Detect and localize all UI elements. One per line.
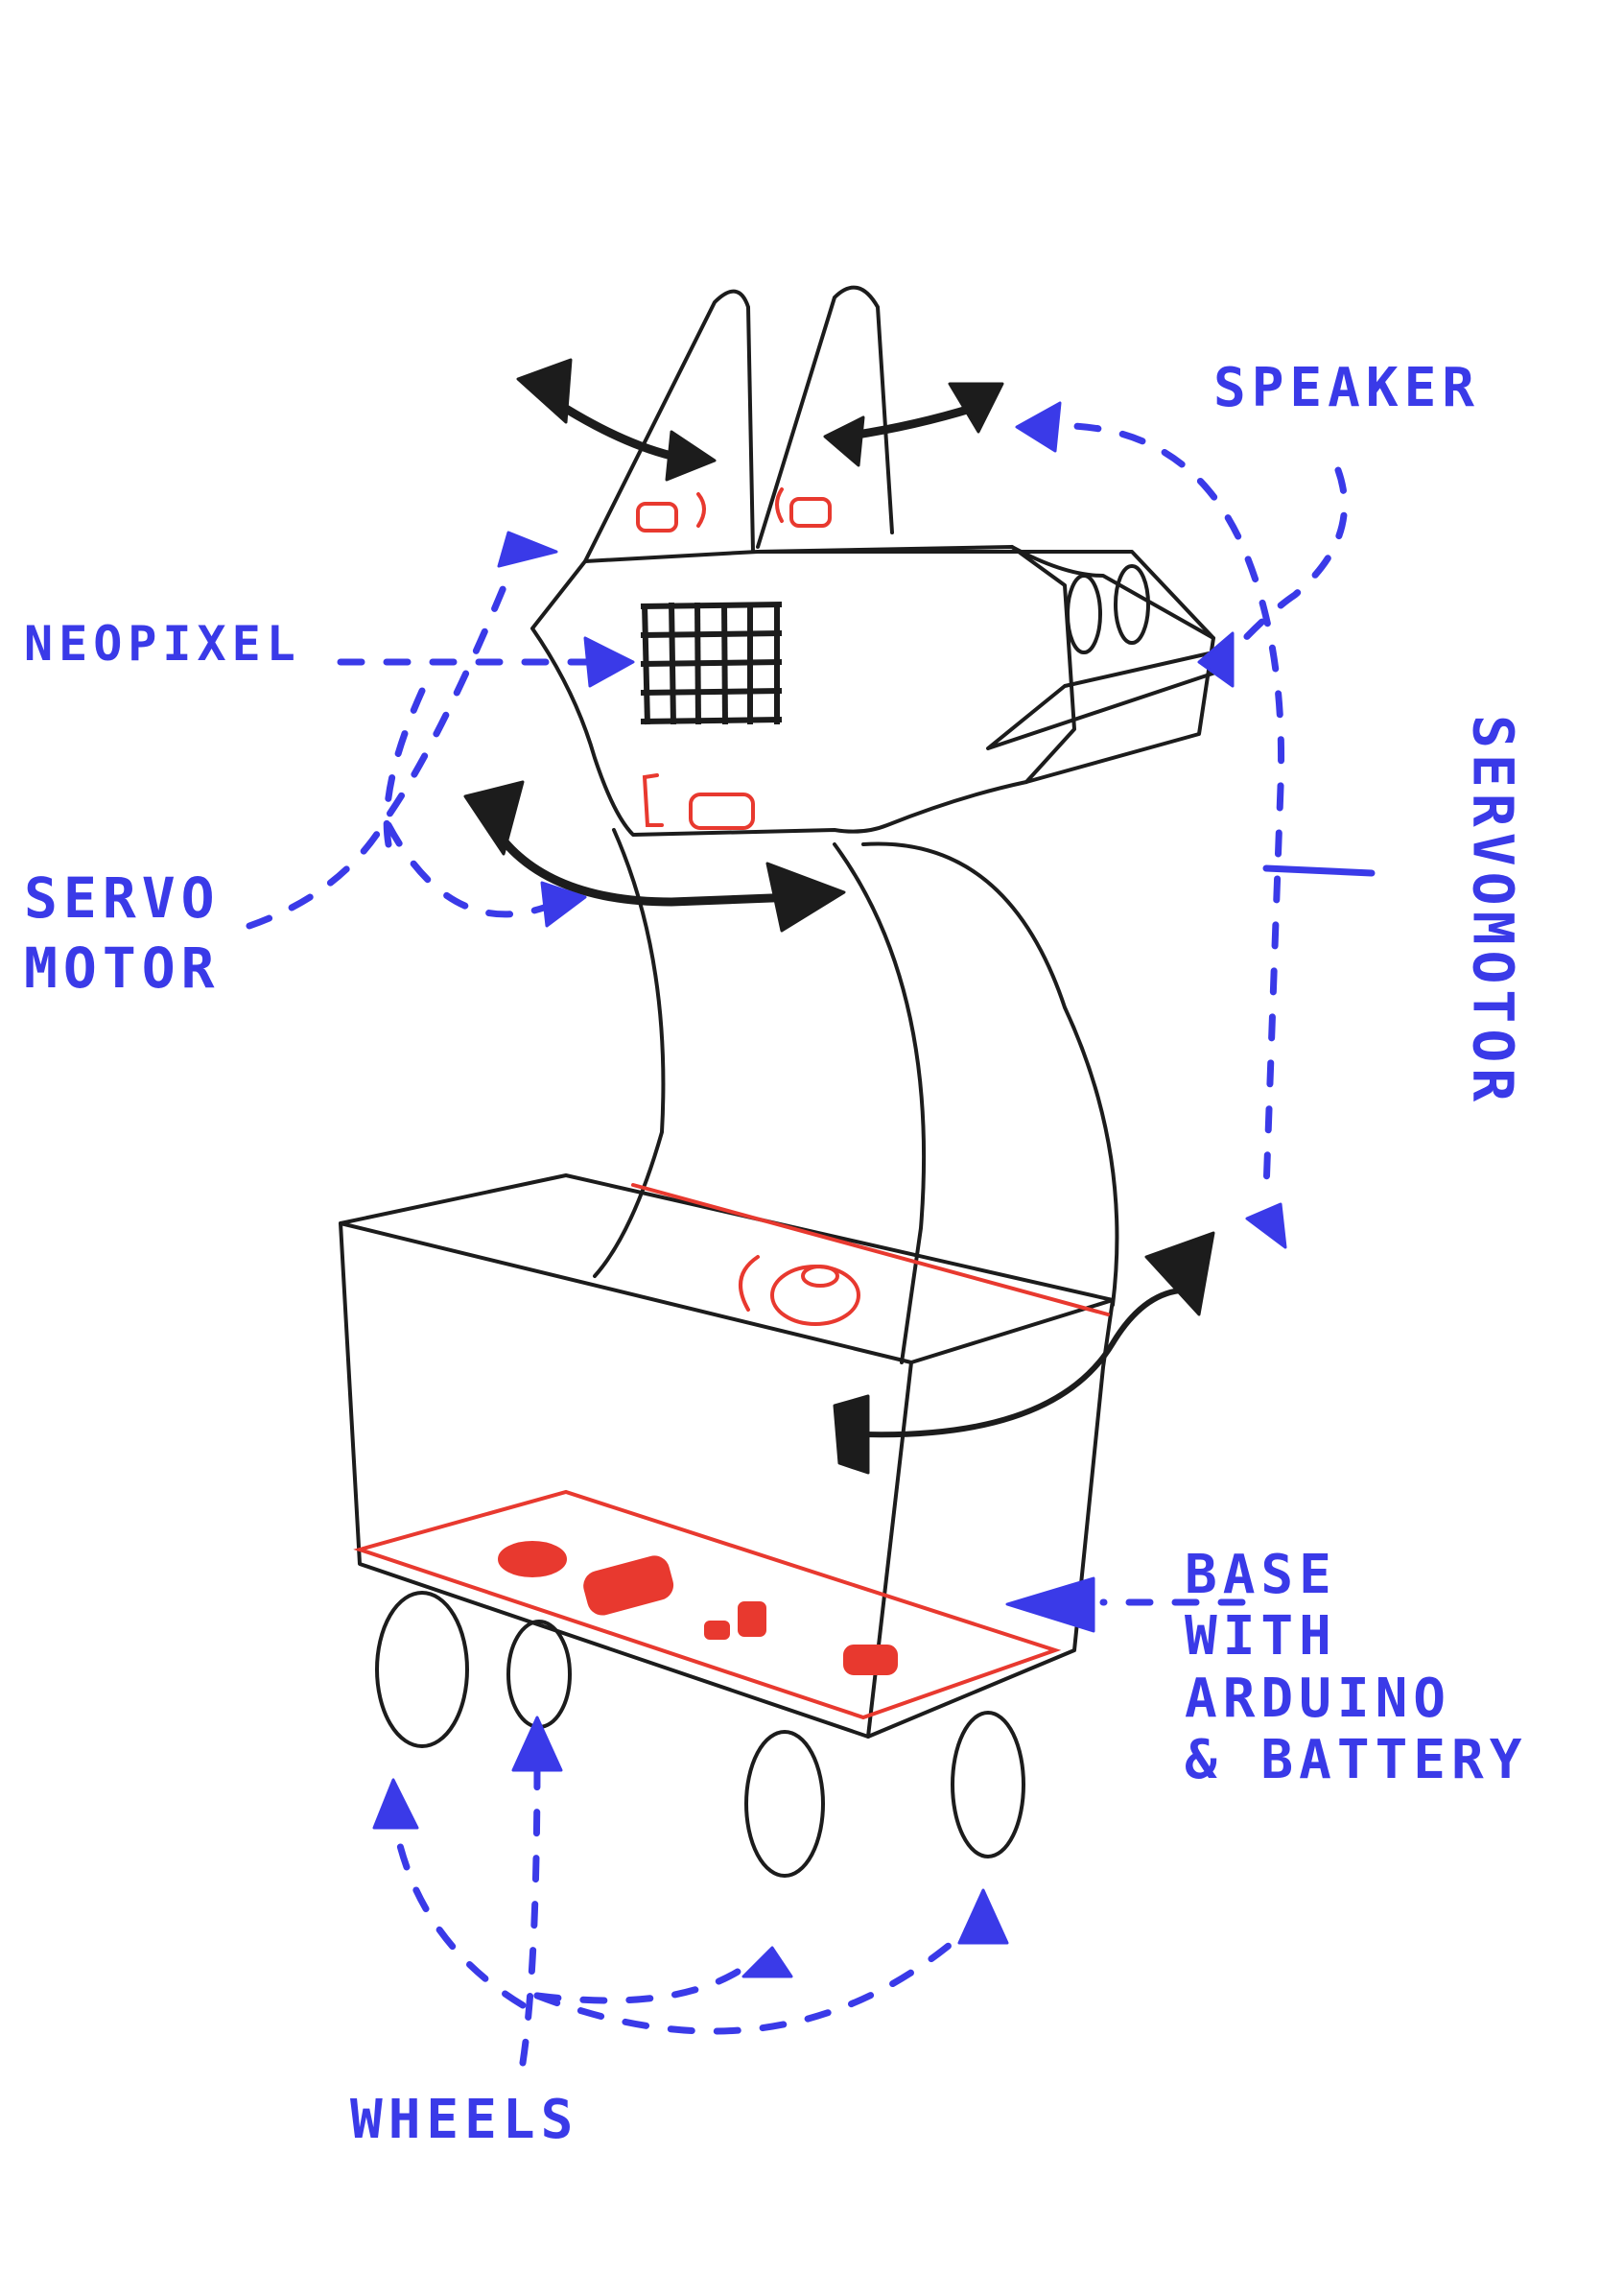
ear-servo-right [789,497,832,528]
base-bottom-red-outline [353,1489,1062,1720]
battery-blob [583,1555,674,1616]
wheels-leader [519,1752,541,2067]
speaker-oval-2 [1114,564,1150,645]
robot-outline [339,285,1220,1878]
annotation-arrows [246,401,1376,2067]
arduino-blob [498,1541,567,1577]
small-part-1 [704,1621,730,1640]
small-part-3 [843,1645,898,1675]
base-servo [770,1265,860,1326]
speaker-leader [1219,466,1348,666]
head-box [530,550,1215,837]
wheel-back-right [951,1711,1025,1858]
servo-motor-left-leader [246,572,512,930]
red-components [353,487,1110,1720]
wheels-label: WHEELS [350,2089,579,2151]
wheel-front-left [375,1591,469,1748]
neck-back-edge [861,841,1119,1307]
wheel-front-right [744,1730,825,1878]
base-front-vertical-edge [866,1361,913,1739]
neck-servo [689,793,755,830]
beak [986,651,1220,750]
speaker-label: SPEAKER [1213,357,1481,419]
base-box [339,1173,1115,1739]
neopixel-grid [640,602,783,725]
ear-servo-left [636,502,678,533]
servomotor-label: SERVOMOTOR [1460,715,1526,1108]
base-top-front-edge [339,1221,1115,1364]
neck-right-edge [833,842,927,1364]
servo-motor-label: SERVO MOTOR [24,865,221,1001]
base-label: BASE WITH ARDUINO & BATTERY [1185,1544,1528,1792]
speaker-oval-1 [1066,574,1102,654]
neopixel-label: NEOPIXEL [24,616,301,672]
servomotor-right-leader [1262,864,1376,877]
left-ear [583,289,755,563]
motion-arrows [463,358,1215,1475]
right-ear [756,285,894,549]
head-front-edge [1010,545,1076,784]
small-part-2 [738,1601,766,1637]
base-top-red-line [631,1183,1110,1316]
wheel-back-left [506,1620,572,1729]
